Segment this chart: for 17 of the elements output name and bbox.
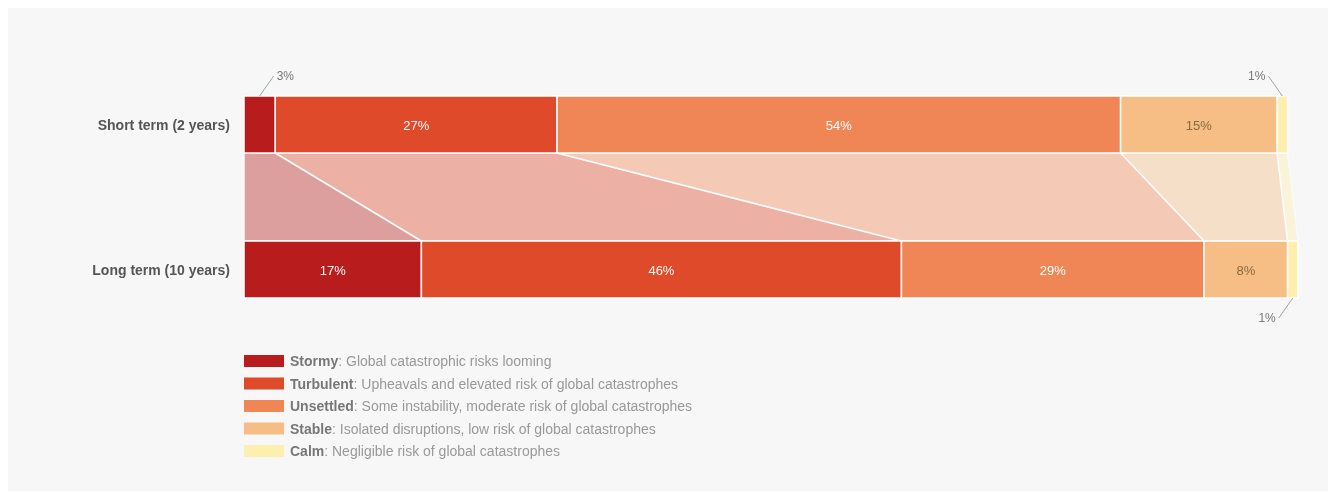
- data-label: 8%: [1236, 262, 1256, 278]
- legend-label: Unsettled: Some instability, moderate risk of global catastrophes: [290, 398, 693, 414]
- data-label: 3%: [276, 69, 295, 83]
- data-label: 1%: [1258, 311, 1277, 325]
- legend-label: Turbulent: Upheavals and elevated risk of global catastrophes: [290, 375, 679, 392]
- data-label: 17%: [319, 262, 347, 278]
- data-label: 46%: [648, 262, 675, 278]
- legend-label: Calm: Negligible risk of global catastrophes: [290, 443, 561, 459]
- data-label: 54%: [825, 117, 853, 133]
- data-label: 29%: [1039, 262, 1067, 278]
- y-tick-label: Short term (2 years): [97, 116, 230, 133]
- data-label: 1%: [1248, 69, 1266, 83]
- legend-label: Stable: Isolated disruptions, low risk of global catastrophes: [290, 420, 656, 437]
- y-tick-label: Long term (10 years): [92, 261, 230, 278]
- legend-label: Stormy: Global catastrophic risks looming: [290, 353, 552, 369]
- data-label: 15%: [1185, 117, 1213, 133]
- data-label: 27%: [403, 117, 430, 133]
